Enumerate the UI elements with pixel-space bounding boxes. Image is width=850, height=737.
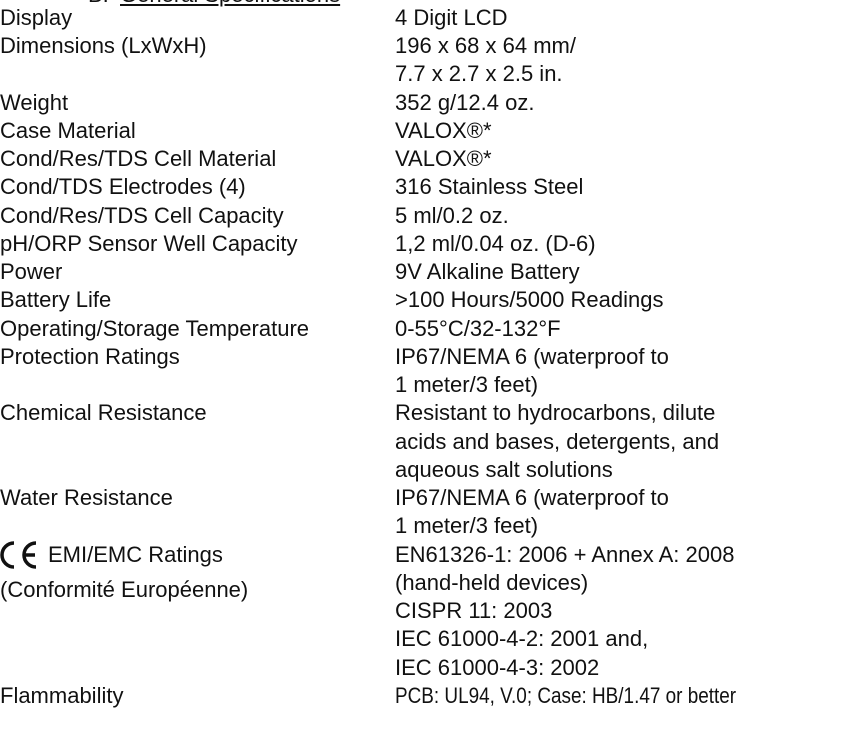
spec-value: 352 g/12.4 oz.: [395, 89, 535, 115]
spec-value: (hand-held devices): [395, 569, 589, 595]
spec-label: Display: [0, 5, 73, 30]
spec-label: Cond/Res/TDS Cell Capacity: [0, 202, 284, 228]
ce-mark: [0, 540, 37, 569]
spec-value: 4 Digit LCD: [395, 5, 508, 30]
spec-value: >100 Hours/5000 Readings: [395, 287, 664, 313]
spec-value: acids and bases, detergents, and: [395, 428, 720, 454]
spec-value: IEC 61000-4-2: 2001 and,: [395, 626, 649, 652]
spec-value: 7.7 x 2.7 x 2.5 in.: [395, 61, 563, 87]
spec-value: 9V Alkaline Battery: [395, 259, 580, 285]
spec-value: VALOX®*: [395, 146, 492, 172]
spec-value: 1 meter/3 feet): [395, 513, 539, 539]
spec-value: VALOX®*: [395, 117, 492, 143]
spec-value: 1 meter/3 feet): [395, 372, 539, 398]
spec-value: aqueous salt solutions: [395, 456, 613, 482]
spec-label: Water Resistance: [0, 485, 173, 511]
spec-label: Dimensions (LxWxH): [0, 33, 207, 59]
spec-value: PCB: UL94, V.0; Case: HB/1.47 or better: [395, 682, 737, 708]
spec-label: Power: [0, 259, 63, 285]
spec-label: pH/ORP Sensor Well Capacity: [0, 230, 298, 256]
spec-label: Case Material: [0, 117, 136, 143]
spec-label: Protection Ratings: [0, 343, 180, 369]
heading-title: General Specifications: [120, 0, 340, 9]
spec-label: EMI/EMC Ratings: [48, 541, 223, 567]
spec-label: Weight: [0, 89, 69, 115]
spec-label: Cond/Res/TDS Cell Material: [0, 146, 277, 172]
spec-label: Flammability: [0, 682, 124, 708]
spec-label: Battery Life: [0, 287, 112, 313]
spec-label: Operating/Storage Temperature: [0, 315, 309, 341]
spec-value: 196 x 68 x 64 mm/: [395, 33, 576, 59]
spec-value: 5 ml/0.2 oz.: [395, 202, 509, 228]
spec-label: Chemical Resistance: [0, 400, 207, 426]
spec-value: IEC 61000-4-3: 2002: [395, 654, 600, 680]
heading-number: B.: [88, 0, 109, 9]
spec-value: 0-55°C/32-132°F: [395, 315, 561, 341]
spec-value: IP67/NEMA 6 (waterproof to: [395, 485, 669, 511]
spec-value: 1,2 ml/0.04 oz. (D-6): [395, 230, 596, 256]
spec-value: IP67/NEMA 6 (waterproof to: [395, 343, 669, 369]
spec-value: EN61326-1: 2006 + Annex A: 2008: [395, 541, 735, 567]
spec-label: Cond/TDS Electrodes (4): [0, 174, 246, 200]
spec-value: 316 Stainless Steel: [395, 174, 584, 200]
spec-value: Resistant to hydrocarbons, dilute: [395, 400, 716, 426]
spec-label-note: (Conformité Européenne): [0, 576, 249, 602]
spec-value: CISPR 11: 2003: [395, 598, 553, 624]
